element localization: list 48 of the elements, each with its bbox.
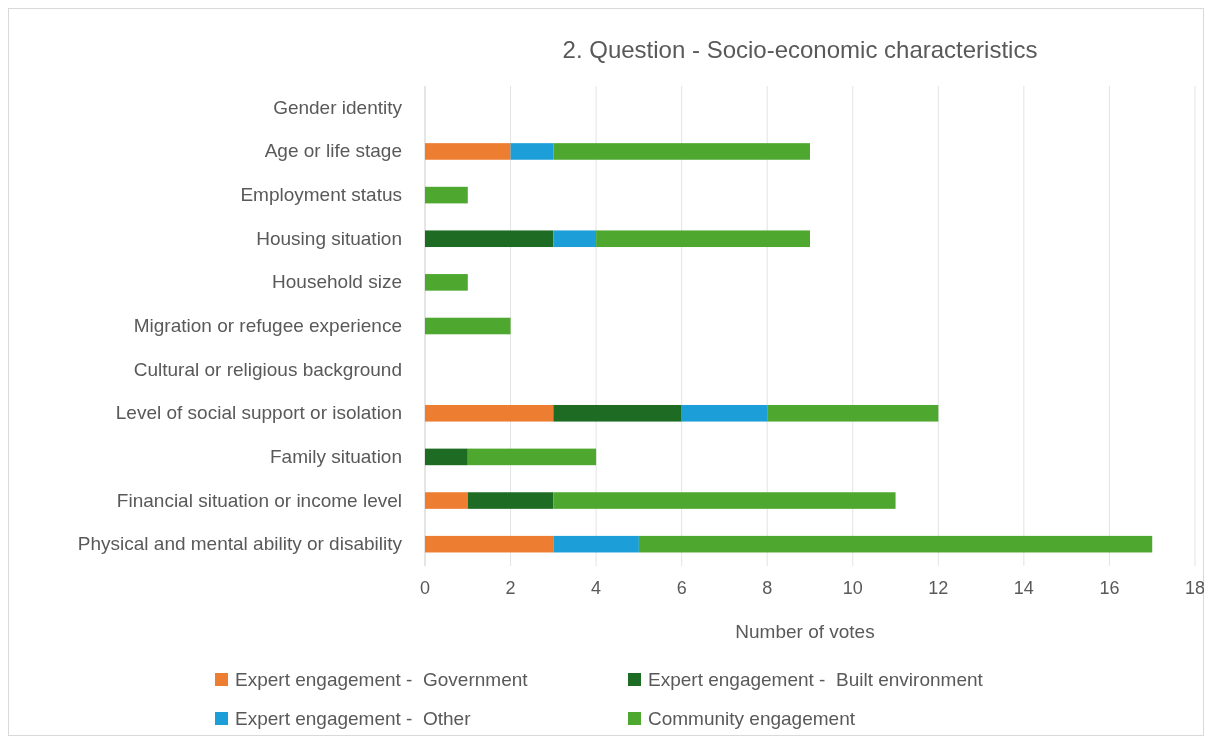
x-tick-label: 4 (591, 578, 602, 598)
bar (467, 492, 554, 509)
x-tick-label: 6 (676, 578, 687, 598)
y-tick-label: Housing situation (256, 227, 402, 249)
bar (425, 274, 468, 291)
bar (553, 404, 682, 422)
legend-label: Expert engagement - Government (235, 669, 529, 690)
bar (638, 535, 1153, 553)
bar (425, 143, 511, 160)
bar (425, 492, 468, 509)
legend-label: Community engagement (648, 708, 856, 729)
x-tick-label: 8 (762, 578, 773, 598)
x-tick-label: 0 (419, 578, 431, 598)
y-tick-label: Employment status (240, 184, 402, 206)
bar (425, 317, 511, 335)
y-tick-label: Household size (272, 271, 402, 293)
bar (553, 230, 597, 248)
bar (510, 143, 554, 160)
bar (553, 143, 810, 160)
legend-label: Expert engagement - Other (235, 708, 472, 729)
bar (596, 230, 810, 248)
bar (425, 448, 468, 466)
y-tick-label: Migration or refugee experience (133, 315, 402, 336)
bar (425, 230, 554, 248)
chart-title: 2. Question - Socio-economic characteristics (562, 36, 1038, 63)
bar (467, 448, 597, 466)
x-tick-label: 14 (1013, 578, 1034, 598)
bar (425, 404, 554, 422)
y-tick-label: Gender identity (273, 96, 403, 118)
x-tick-label: 2 (505, 578, 516, 598)
y-tick-label: Age or life stage (264, 140, 402, 162)
y-tick-label: Physical and mental ability or disability (77, 533, 403, 555)
x-axis-title: Number of votes (735, 621, 875, 642)
bar (425, 535, 554, 553)
x-tick-label: 10 (842, 578, 863, 598)
bar (681, 404, 768, 422)
x-tick-label: 18 (1184, 578, 1206, 598)
y-tick-label: Financial situation or income level (116, 489, 402, 511)
y-tick-label: Family situation (270, 445, 402, 467)
y-tick-label: Cultural or religious background (133, 358, 402, 380)
bar (767, 404, 939, 422)
legend-label: Expert engagement - Built environment (648, 669, 984, 690)
x-tick-label: 16 (1099, 578, 1120, 598)
bar (553, 492, 896, 509)
bar (553, 535, 639, 553)
x-tick-label: 12 (928, 578, 949, 598)
y-tick-label: Level of social support or isolation (115, 402, 402, 424)
bar (425, 186, 468, 204)
